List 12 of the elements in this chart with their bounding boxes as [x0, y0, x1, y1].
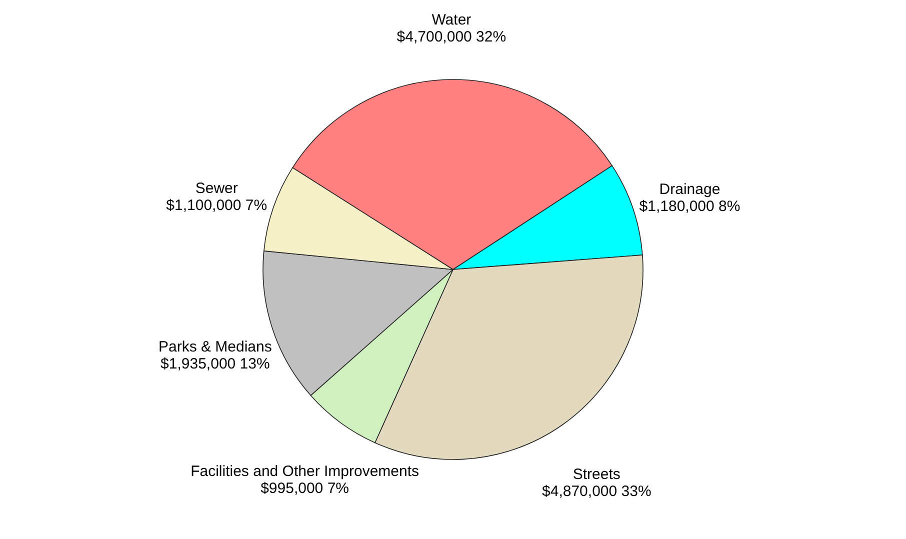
data-label: $4,870,000 33% [542, 483, 652, 500]
slice-label: Sewer [195, 180, 238, 198]
slice-label: Drainage [659, 181, 720, 198]
data-label: $995,000 7% [260, 480, 350, 497]
slice-label: Streets [572, 466, 620, 484]
slice-label: Water [432, 12, 472, 29]
slice-label: Facilities and Other Improvements [190, 462, 420, 480]
data-label: $4,700,000 32% [396, 28, 506, 46]
data-label: $1,180,000 8% [639, 198, 740, 216]
data-label: $1,935,000 13% [160, 356, 270, 373]
slice-label: Parks & Medians [158, 338, 272, 356]
data-label: $1,100,000 7% [166, 197, 268, 214]
